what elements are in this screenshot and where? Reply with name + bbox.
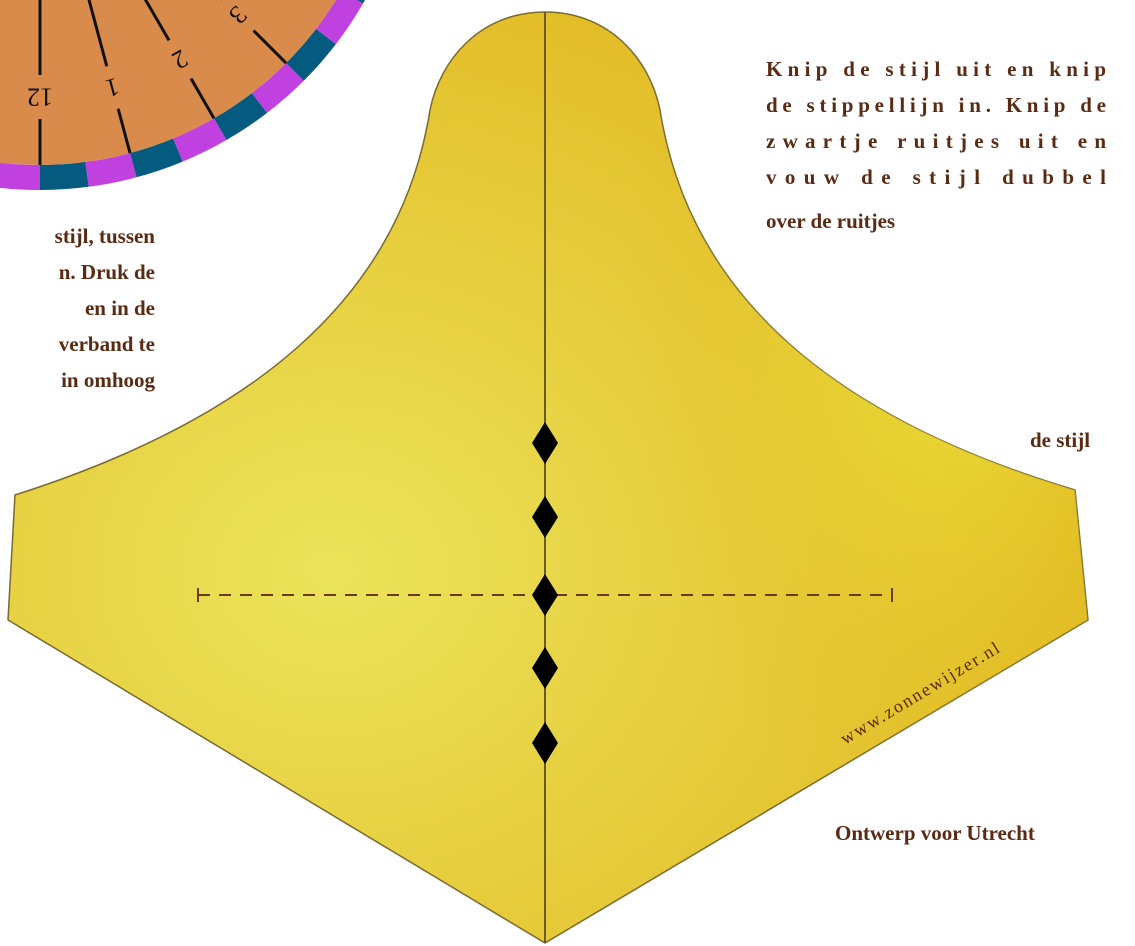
dial-ring-segment [214,93,268,141]
footer: Ontwerp voor Utrecht [835,821,1035,845]
diamond-hole [532,722,558,764]
text-line: de stippellijn in. Knip de [766,93,1106,117]
dial-ring-segment [40,162,89,190]
text-line: en in de [85,296,155,320]
text-line: in omhoog [61,368,155,392]
text-line: Knip de stijl uit en knip [766,57,1106,81]
dial-ring-segment [85,153,137,187]
dial-ring-segment [173,118,227,162]
text-line: stijl, tussen [55,224,156,248]
gnomon [7,11,1089,944]
diamond-hole [532,574,558,616]
diamond-hole [532,422,558,464]
dial-ring-segment [356,0,365,4]
diamonds [532,422,558,764]
right-text: Knip de stijl uit en knip de stippellijn… [766,57,1106,233]
hour-line [252,29,288,65]
dial-face [0,0,336,165]
text-line: verband te [59,332,155,356]
text-line: zwartje ruitjes uit en [766,129,1106,153]
dial: 12 123 [0,0,365,190]
dial-ring-segment [130,138,183,178]
gnomon-highlight [545,12,1088,943]
text-line: n. Druk de [59,260,155,284]
hour-line [116,108,132,154]
text-line: over de ruitjes [766,209,895,233]
hour-line [143,0,171,42]
side-label: de stijl [1030,428,1090,452]
hour-line [189,77,216,120]
text-line: vouw de stijl dubbel [766,165,1106,189]
left-text: stijl, tussen n. Druk de en in de verban… [55,224,156,392]
dial-ring-segment [0,162,40,190]
diamond-hole [532,647,558,689]
diamond-hole [532,496,558,538]
hour-label: 12 [27,83,53,112]
hour-line [87,0,109,67]
dial-ring-segment [316,0,364,45]
dial-ring-segment [251,63,304,113]
dial-ring-segment [286,28,336,81]
